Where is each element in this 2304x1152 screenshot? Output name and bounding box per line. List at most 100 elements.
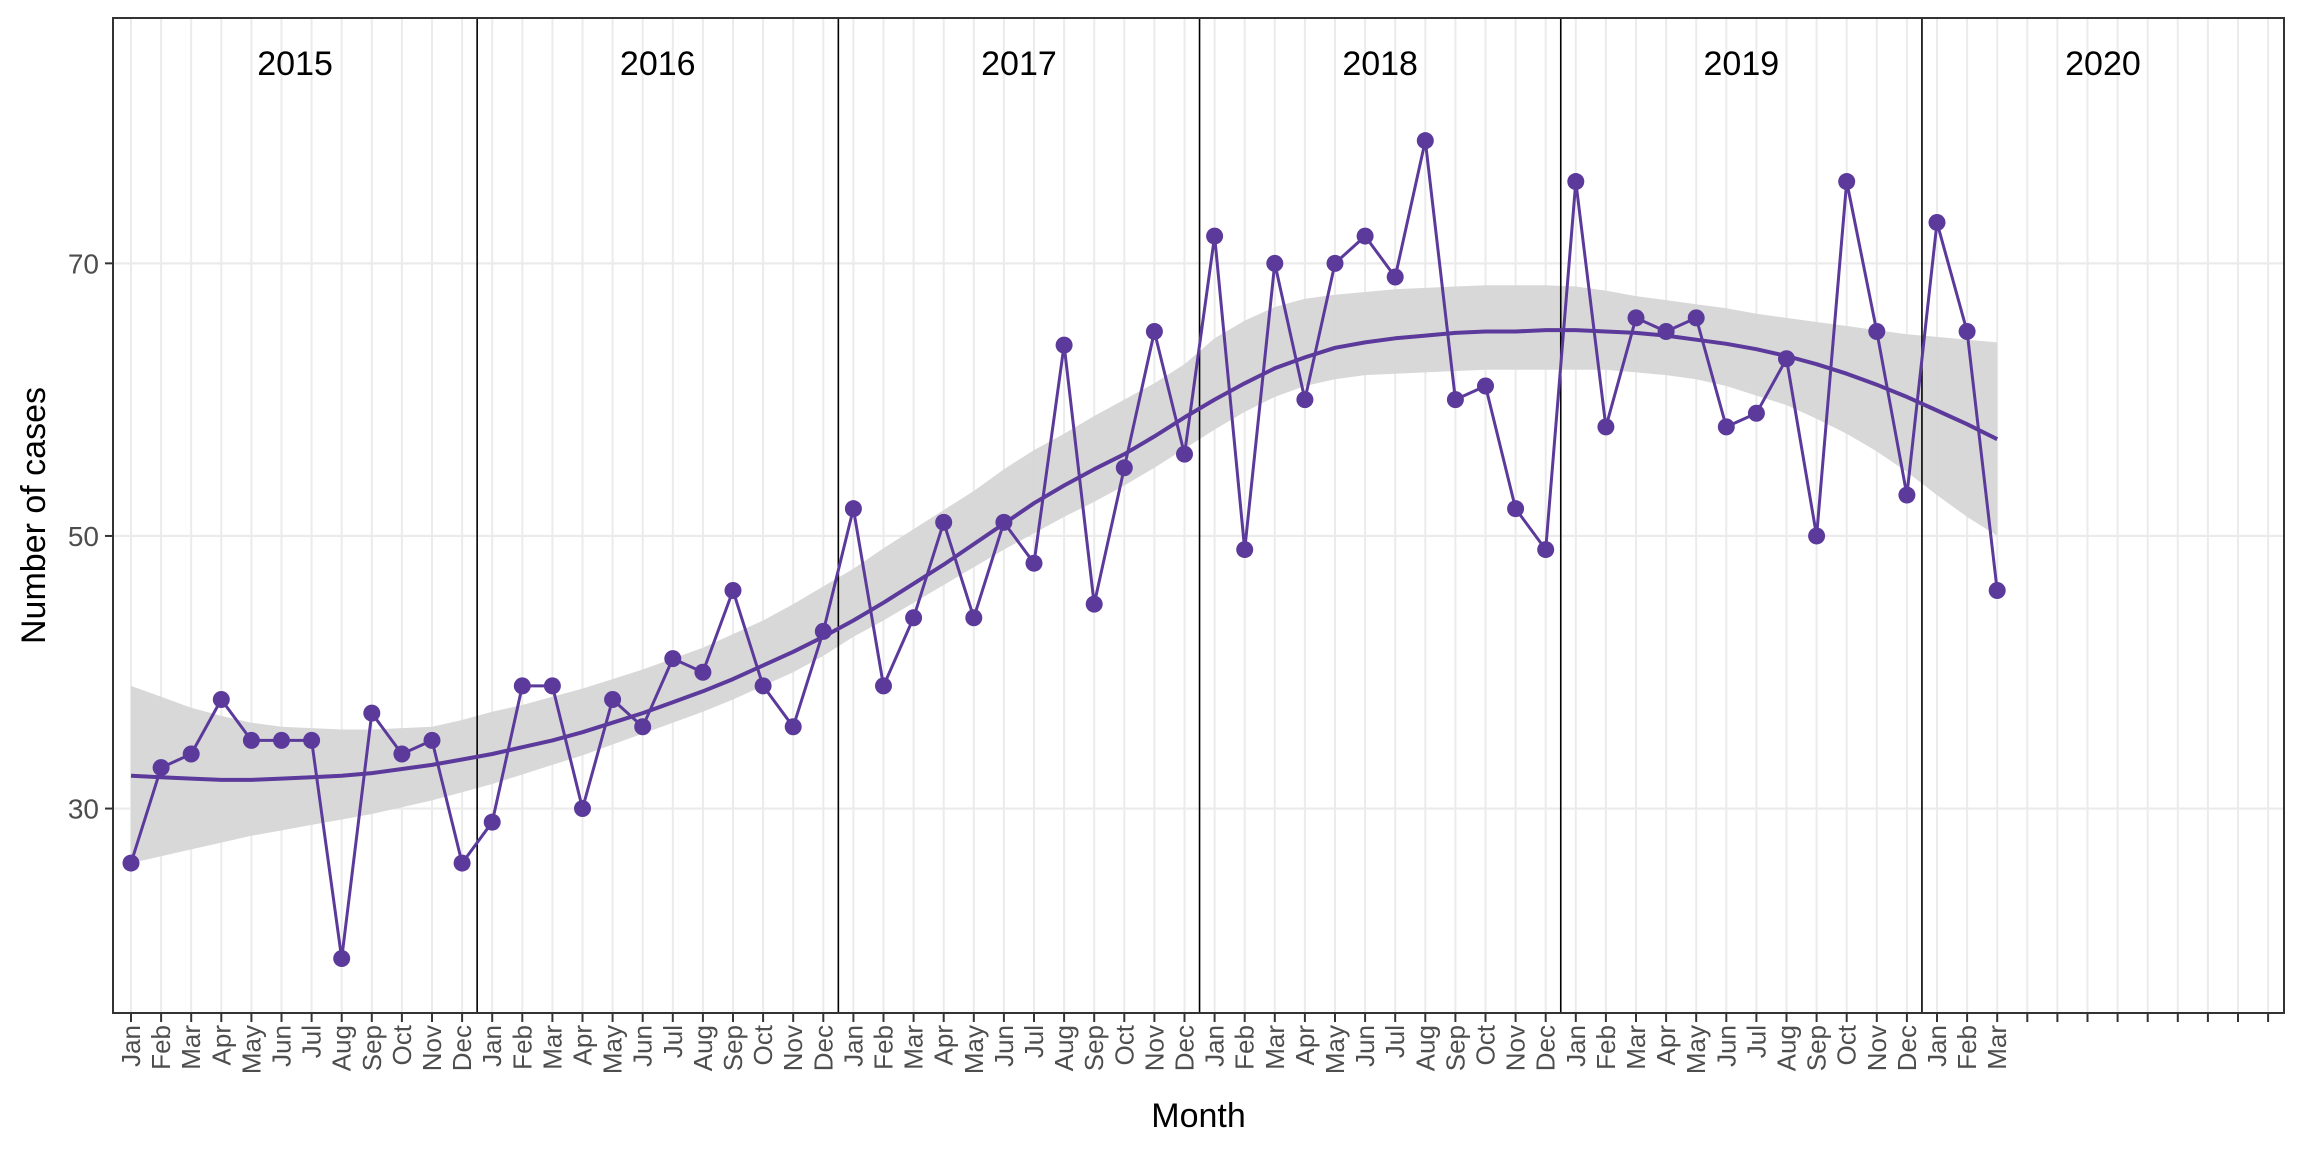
data-point bbox=[1537, 541, 1555, 559]
data-point bbox=[303, 731, 321, 749]
data-point bbox=[995, 513, 1013, 531]
year-label: 2020 bbox=[2065, 45, 2141, 83]
data-point bbox=[333, 949, 351, 967]
data-point bbox=[1778, 350, 1795, 368]
x-tick-label: May bbox=[236, 1025, 266, 1074]
data-point bbox=[1687, 309, 1705, 327]
year-label: 2017 bbox=[981, 45, 1057, 83]
x-tick-label: Jul bbox=[1019, 1025, 1049, 1058]
data-point bbox=[1206, 227, 1224, 245]
x-tick-label: Feb bbox=[507, 1025, 537, 1070]
x-tick-label: Jul bbox=[297, 1025, 327, 1058]
data-point bbox=[1567, 173, 1585, 191]
x-tick-label: Mar bbox=[899, 1025, 929, 1070]
x-tick-label: Aug bbox=[1410, 1025, 1440, 1071]
x-tick-label: Apr bbox=[206, 1025, 236, 1066]
x-tick-label: Apr bbox=[1290, 1025, 1320, 1066]
data-point bbox=[1356, 227, 1374, 245]
data-point bbox=[724, 581, 742, 599]
data-point bbox=[1266, 254, 1284, 272]
data-point bbox=[1446, 391, 1464, 409]
x-tick-label: Oct bbox=[1109, 1024, 1139, 1065]
x-tick-label: Jun bbox=[1711, 1025, 1741, 1067]
data-point bbox=[363, 704, 381, 722]
data-point bbox=[1416, 132, 1434, 150]
x-tick-label: Aug bbox=[1772, 1025, 1802, 1071]
grid-lines bbox=[113, 18, 2284, 1013]
x-tick-label: Jan bbox=[1561, 1025, 1591, 1067]
data-point bbox=[1025, 554, 1043, 572]
data-point bbox=[1386, 268, 1404, 286]
x-tick-label: Mar bbox=[1982, 1025, 2012, 1070]
data-point bbox=[664, 650, 682, 668]
x-tick-label: Apr bbox=[1651, 1025, 1681, 1066]
y-tick-label: 30 bbox=[68, 794, 99, 825]
x-tick-label: May bbox=[959, 1025, 989, 1074]
x-tick-label: Jun bbox=[267, 1025, 297, 1067]
x-tick-label: Dec bbox=[1170, 1025, 1200, 1071]
data-point bbox=[1145, 322, 1163, 340]
x-tick-label: Oct bbox=[748, 1024, 778, 1065]
x-tick-label: Sep bbox=[718, 1025, 748, 1071]
year-label: 2015 bbox=[257, 45, 333, 83]
data-point bbox=[604, 691, 622, 709]
x-tick-label: Oct bbox=[1471, 1024, 1501, 1065]
x-tick-label: Jan bbox=[116, 1025, 146, 1067]
x-tick-label: Nov bbox=[778, 1025, 808, 1071]
x-tick-label: Aug bbox=[688, 1025, 718, 1071]
data-point bbox=[1477, 377, 1494, 395]
x-tick-label: May bbox=[598, 1025, 628, 1074]
x-tick-label: Dec bbox=[808, 1025, 838, 1071]
data-point bbox=[543, 677, 561, 695]
data-point bbox=[1838, 173, 1856, 191]
data-point bbox=[1657, 322, 1675, 340]
data-point bbox=[423, 731, 441, 749]
x-tick-label: Aug bbox=[1049, 1025, 1079, 1071]
y-tick-label: 70 bbox=[68, 248, 99, 279]
data-point bbox=[935, 513, 953, 531]
data-point bbox=[574, 800, 591, 818]
data-point bbox=[1627, 309, 1645, 327]
x-tick-label: Apr bbox=[929, 1025, 959, 1066]
data-point bbox=[694, 663, 712, 681]
data-point bbox=[122, 854, 140, 872]
x-tick-label: Jul bbox=[1380, 1025, 1410, 1058]
data-point bbox=[754, 677, 772, 695]
x-tick-label: Jun bbox=[628, 1025, 658, 1067]
plot-panel bbox=[113, 18, 2284, 1013]
x-tick-label: May bbox=[1320, 1025, 1350, 1074]
x-tick-label: May bbox=[1681, 1025, 1711, 1074]
data-point bbox=[393, 745, 411, 763]
x-tick-label: Dec bbox=[1892, 1025, 1922, 1071]
x-tick-label: Sep bbox=[1440, 1025, 1470, 1071]
x-tick-label: Nov bbox=[1501, 1025, 1531, 1071]
x-tick-label: Nov bbox=[417, 1025, 447, 1071]
data-point bbox=[1958, 322, 1976, 340]
x-tick-label: Mar bbox=[1621, 1025, 1651, 1070]
x-tick-label: Jun bbox=[989, 1025, 1019, 1067]
x-tick-label: Feb bbox=[146, 1025, 176, 1070]
data-point bbox=[784, 718, 802, 736]
data-point bbox=[483, 813, 501, 831]
data-point bbox=[1808, 527, 1826, 545]
x-tick-label: Mar bbox=[176, 1025, 206, 1070]
y-axis-title: Number of cases bbox=[15, 387, 53, 644]
x-tick-label: Feb bbox=[1591, 1025, 1621, 1070]
data-point bbox=[1597, 418, 1615, 436]
data-point bbox=[1868, 322, 1886, 340]
trend-line bbox=[130, 328, 1999, 782]
data-point bbox=[814, 622, 832, 640]
x-tick-label: Dec bbox=[1531, 1025, 1561, 1071]
data-point bbox=[212, 691, 230, 709]
confidence-ribbon bbox=[131, 285, 1998, 864]
data-point bbox=[1928, 213, 1946, 231]
data-point bbox=[513, 677, 531, 695]
data-point bbox=[1507, 500, 1525, 518]
panel-border bbox=[112, 17, 2285, 1014]
x-tick-label: Mar bbox=[1260, 1025, 1290, 1070]
x-tick-label: Jul bbox=[1741, 1025, 1771, 1058]
data-point bbox=[182, 745, 200, 763]
x-tick-label: Jan bbox=[1200, 1025, 1230, 1067]
x-tick-label: Sep bbox=[357, 1025, 387, 1071]
